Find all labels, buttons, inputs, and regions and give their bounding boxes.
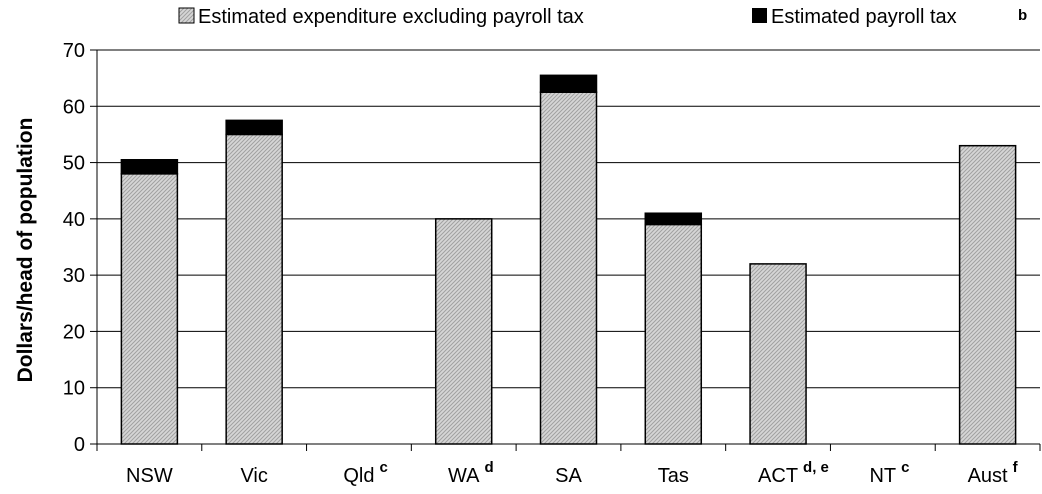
x-category-label: ACT <box>758 465 798 487</box>
x-label-group-wa: WA d <box>448 459 494 487</box>
bar-expenditure-act <box>749 263 807 445</box>
y-tick-label: 50 <box>63 153 85 175</box>
x-label-group-nt: NT c <box>869 459 909 487</box>
bar-payroll-tax-vic <box>225 119 283 136</box>
bar-expenditure-aust <box>958 144 1017 445</box>
x-category-label: Aust <box>968 465 1008 487</box>
bar-payroll-tax-nsw <box>120 159 179 175</box>
y-tick-label: 60 <box>63 96 85 118</box>
legend-superscript-payroll-tax: b <box>1018 7 1027 24</box>
bar-expenditure-tas <box>644 223 703 445</box>
y-tick-label: 20 <box>63 321 85 343</box>
x-label-group-tas: Tas <box>658 465 689 487</box>
x-label-group-aust: Aust f <box>968 459 1019 487</box>
bar-payroll-tax-sa <box>539 74 598 93</box>
x-label-group-act: ACT d, e <box>758 459 829 487</box>
y-tick-labels: 0 10 20 30 40 50 60 70 <box>63 40 85 456</box>
bar-expenditure-wa <box>434 218 493 445</box>
y-tick-label: 70 <box>63 40 85 62</box>
y-axis-label: Dollars/head of population <box>14 118 37 383</box>
x-category-label: Vic <box>240 465 267 487</box>
y-tick-label: 0 <box>74 434 85 456</box>
x-category-label: SA <box>555 465 582 487</box>
bar-payroll-tax-tas <box>644 212 703 226</box>
bar-expenditure-nsw <box>120 173 179 445</box>
x-label-group-nsw: NSW <box>126 465 173 487</box>
bars <box>120 74 1017 445</box>
axes <box>90 49 1041 451</box>
legend-label-expenditure: Estimated expenditure excluding payroll … <box>198 6 584 28</box>
legend-swatch-expenditure <box>178 7 195 24</box>
x-category-label: NSW <box>126 465 173 487</box>
x-label-group-sa: SA <box>555 465 582 487</box>
x-category-label: WA <box>448 465 480 487</box>
legend-swatch-payroll-tax <box>752 8 767 23</box>
x-category-label: NT <box>869 465 896 487</box>
legend-label-payroll-tax: Estimated payroll tax <box>771 6 957 28</box>
x-category-superscript: c <box>380 459 388 476</box>
bar-expenditure-sa <box>539 91 598 445</box>
x-label-group-qld: Qld c <box>343 459 387 487</box>
y-tick-label: 40 <box>63 209 85 231</box>
y-tick-label: 10 <box>63 378 85 400</box>
x-label-group-vic: Vic <box>240 465 267 487</box>
x-category-superscript: f <box>1013 459 1019 476</box>
x-category-superscript: d <box>484 459 493 476</box>
x-category-label: Tas <box>658 465 689 487</box>
bar-expenditure-vic <box>225 133 283 445</box>
y-tick-label: 30 <box>63 265 85 287</box>
x-category-labels: NSW Vic Qld c WA d SA Tas ACT d, e NT c Aust f <box>126 459 1019 487</box>
legend: Estimated expenditure excluding payroll … <box>178 6 1027 28</box>
x-category-label: Qld <box>343 465 374 487</box>
x-category-superscript: d, e <box>803 459 829 476</box>
x-category-superscript: c <box>901 459 909 476</box>
